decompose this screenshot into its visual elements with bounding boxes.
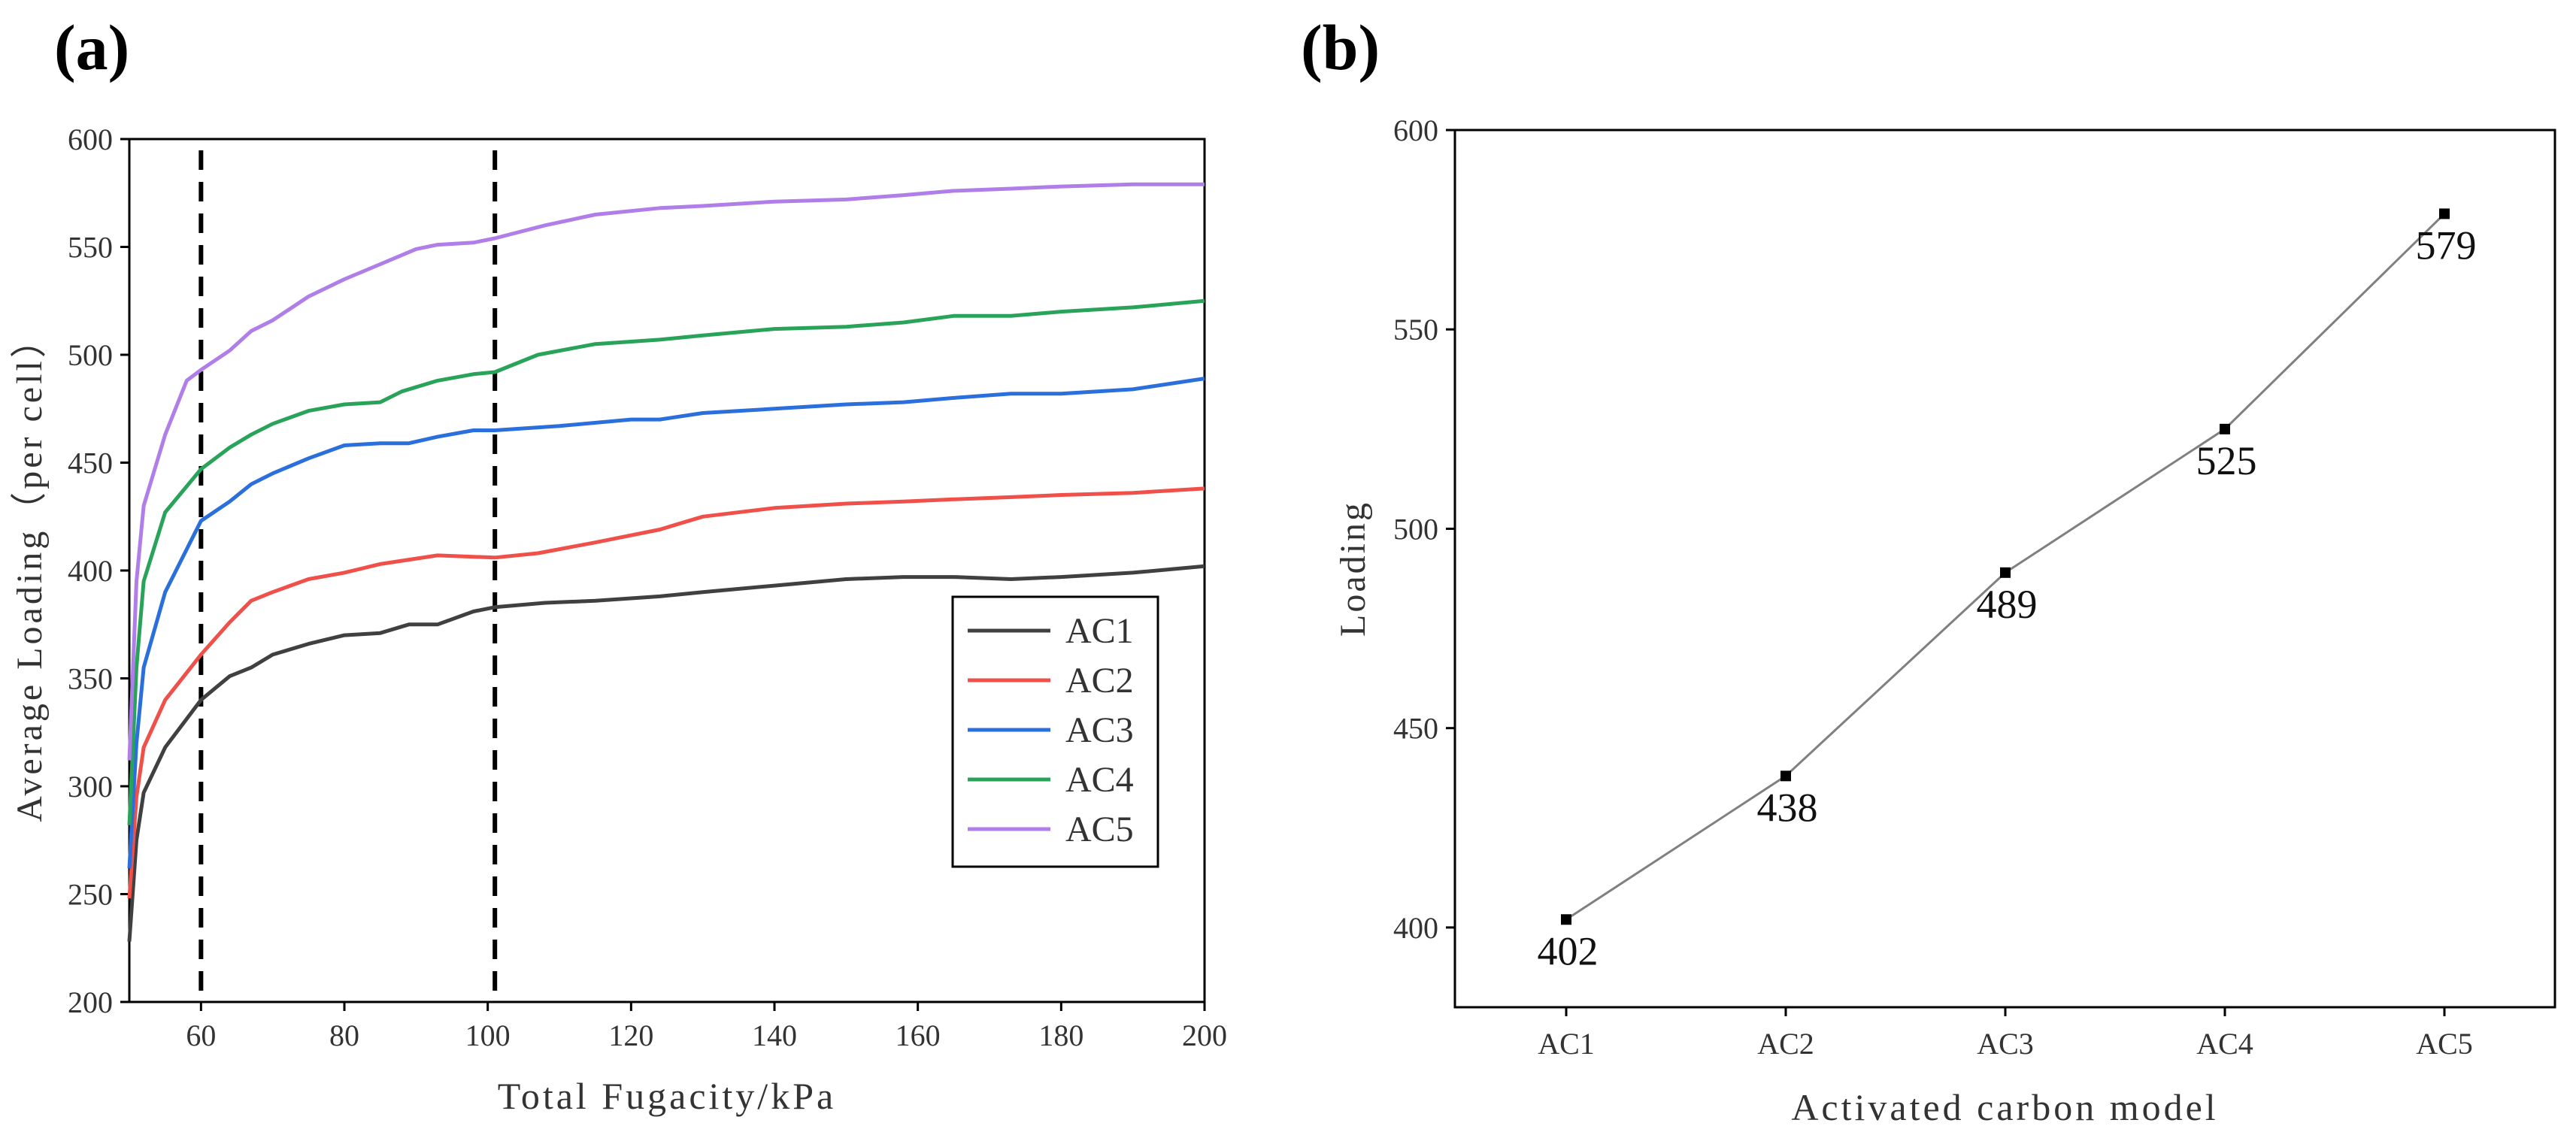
- y-tick-label: 300: [68, 770, 113, 804]
- data-label: 489: [1977, 582, 2038, 627]
- data-point-marker: [2000, 567, 2011, 578]
- x-tick-label: 80: [329, 1018, 359, 1052]
- series-line-ac2: [127, 486, 1205, 899]
- y-tick-label: 550: [68, 231, 113, 265]
- data-label: 525: [2196, 438, 2257, 483]
- x-tick-label: 120: [608, 1018, 653, 1052]
- series-line-ac4: [127, 298, 1205, 825]
- y-tick-label: 350: [68, 662, 113, 696]
- data-label: 438: [1757, 785, 1818, 830]
- x-tick-label: AC4: [2196, 1027, 2253, 1061]
- legend-label-ac1: AC1: [1065, 611, 1134, 651]
- x-tick-label: 200: [1182, 1018, 1227, 1052]
- panel-label-a: (a): [54, 11, 129, 83]
- y-axis-label: Average Loading（per cell）: [10, 319, 50, 822]
- x-tick-label: 180: [1038, 1018, 1083, 1052]
- y-tick-label: 500: [1393, 512, 1438, 546]
- x-axis-label: Total Fugacity/kPa: [498, 1075, 836, 1117]
- data-point-marker: [1561, 914, 1571, 925]
- x-axis-label: Activated carbon model: [1791, 1086, 2218, 1128]
- y-axis-label: Loading: [1333, 501, 1373, 637]
- series-line-ac1: [127, 564, 1205, 942]
- data-point-marker: [2220, 423, 2230, 434]
- plot-frame-a: [128, 138, 1206, 1003]
- y-tick-label: 600: [1393, 114, 1438, 147]
- data-point-marker: [1780, 770, 1791, 782]
- x-tick-label: 100: [465, 1018, 511, 1052]
- x-tick-label: AC5: [2416, 1027, 2473, 1061]
- data-label: 579: [2416, 222, 2477, 268]
- panel-b: (b) 400 450 500 550 600 AC1 AC2 AC3 AC4 AC5 402 438 4…: [1301, 11, 2556, 1128]
- y-tick-label: 450: [68, 446, 113, 480]
- legend-label-ac4: AC4: [1065, 760, 1134, 800]
- x-tick-label: AC3: [1977, 1027, 2034, 1061]
- x-tick-label: 160: [896, 1018, 941, 1052]
- x-tick-label: AC2: [1757, 1027, 1814, 1061]
- y-tick-label: 550: [1393, 313, 1438, 347]
- y-tick-label: 400: [1393, 911, 1438, 945]
- y-tick-label: 600: [68, 123, 113, 156]
- legend-label-ac5: AC5: [1065, 810, 1134, 849]
- legend-label-ac3: AC3: [1065, 710, 1134, 750]
- panel-label-b: (b): [1301, 11, 1380, 83]
- y-tick-label: 200: [68, 985, 113, 1019]
- series-line-ac3: [127, 377, 1205, 869]
- loading-line: [1565, 213, 2446, 921]
- data-point-marker: [2439, 208, 2450, 219]
- x-tick-label: 140: [752, 1018, 797, 1052]
- y-tick-label: 500: [68, 338, 113, 372]
- y-tick-label: 400: [68, 554, 113, 588]
- x-tick-label: 60: [186, 1018, 216, 1052]
- x-tick-label: AC1: [1538, 1027, 1595, 1061]
- legend-label-ac2: AC2: [1065, 661, 1134, 701]
- panel-a: (a) 60 80 100 120 140 160 180 200 200 250 300 350 400…: [10, 11, 1227, 1117]
- y-tick-label: 450: [1393, 712, 1438, 746]
- y-tick-label: 250: [68, 878, 113, 912]
- series-line-ac5: [127, 182, 1205, 761]
- data-label: 402: [1538, 928, 1599, 973]
